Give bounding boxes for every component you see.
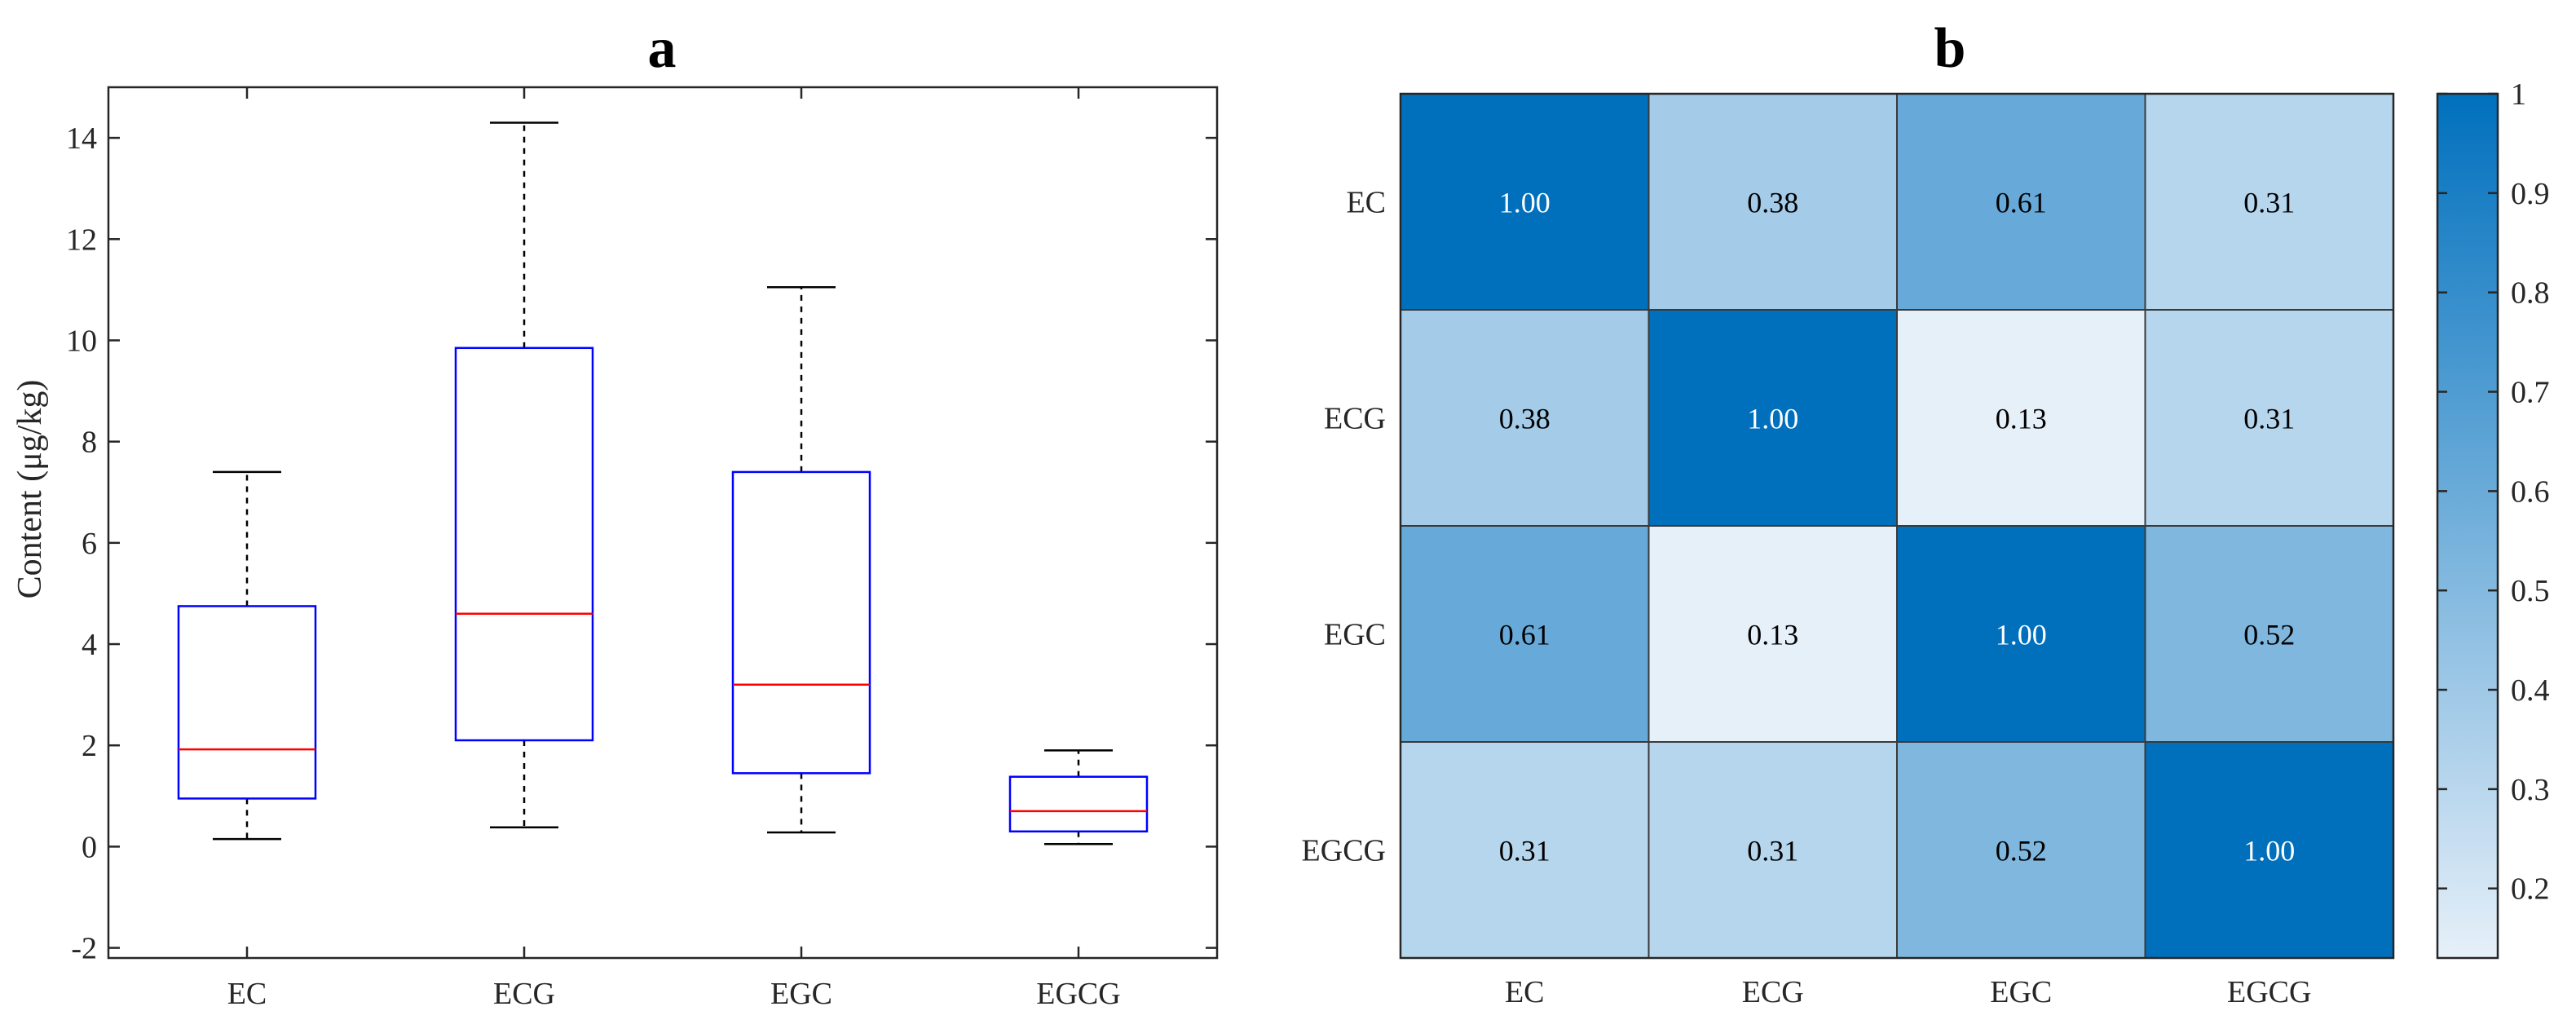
heatmap-cell-label: 1.00: [1996, 619, 2047, 651]
y-tick-label: 14: [66, 121, 97, 156]
box-body: [1008, 775, 1149, 833]
y-tick-label: 0: [82, 830, 97, 864]
heatmap-title: b: [1934, 17, 1966, 80]
y-tick-label: -2: [71, 932, 97, 966]
heatmap-cell: [2144, 93, 2394, 311]
heatmap-cell-label: 0.61: [1499, 619, 1550, 651]
heatmap-col-label: EGC: [1990, 975, 2052, 1009]
x-tick-label: EC: [227, 977, 267, 1011]
heatmap-cell: [1896, 525, 2146, 743]
heatmap-panel: b 1.00 0.38 0.61 0.31 0.38 1.00 0.13 0.31 0.61 0.…: [1302, 17, 2395, 1009]
y-tick-label: 2: [82, 729, 97, 763]
x-tick-label: EGCG: [1036, 977, 1120, 1011]
colorbar-tick-label: 0.9: [2511, 177, 2550, 211]
box-ecg: [454, 121, 594, 829]
heatmap-cell: [1400, 93, 1650, 311]
heatmap-cell-label: 0.52: [1996, 835, 2047, 867]
x-tick-label: ECG: [493, 977, 555, 1011]
boxplot-panel: a Content (μg/kg) -2 0 2 4 6 8 10 12 14 EC ECG EGC…: [11, 17, 1219, 1011]
x-tick-label: EGC: [770, 977, 832, 1011]
colorbar-frame: [2436, 92, 2499, 960]
box-egc: [731, 286, 871, 834]
heatmap-col-label: ECG: [1742, 975, 1804, 1009]
colorbar-tick-label: 0.4: [2511, 673, 2550, 708]
heatmap-cell-label: 1.00: [2243, 835, 2295, 867]
heatmap-col-labels: EC ECG EGC EGCG: [1505, 975, 2312, 1009]
y-tick-label: 12: [66, 223, 97, 257]
colorbar-tick-label: 0.5: [2511, 574, 2550, 608]
heatmap-cell-label: 0.13: [1996, 403, 2047, 435]
y-tick-label: 6: [82, 527, 97, 561]
heatmap-cell-label: 0.13: [1747, 619, 1798, 651]
heatmap-col-label: EC: [1505, 975, 1545, 1009]
colorbar-tick-label: 0.3: [2511, 773, 2550, 807]
colorbar-tick-label: 0.7: [2511, 376, 2550, 410]
heatmap-cell: [2144, 309, 2394, 527]
boxplot-title: a: [648, 17, 677, 80]
colorbar-tick-label: 0.6: [2511, 475, 2550, 509]
heatmap-row-label: EGC: [1324, 618, 1386, 652]
colorbar-tick-label: 0.8: [2511, 276, 2550, 311]
y-tick-label: 8: [82, 426, 97, 460]
colorbar-tick-label: 0.2: [2511, 872, 2550, 907]
heatmap-row-label: ECG: [1324, 402, 1386, 436]
heatmap-cell: [1647, 93, 1898, 311]
heatmap-cell: [1400, 525, 1650, 743]
heatmap-cell-label: 0.31: [1747, 835, 1798, 867]
box-egcg: [1008, 749, 1149, 845]
box-ec: [177, 470, 317, 841]
heatmap-cell-label: 0.31: [1499, 835, 1550, 867]
heatmap-cell-label: 0.61: [1996, 187, 2047, 219]
heatmap-cell-label: 0.31: [2243, 187, 2295, 219]
heatmap-cell-label: 0.31: [2243, 403, 2295, 435]
heatmap-cell: [1896, 309, 2146, 527]
colorbar-ticks: 0.2 0.3 0.4 0.5 0.6 0.7 0.8 0.9 1: [2437, 77, 2550, 907]
heatmap-cell: [1647, 309, 1898, 527]
boxplot-x-ticks: EC ECG EGC EGCG: [227, 87, 1121, 1011]
boxplot-y-axis-label: Content (μg/kg): [11, 380, 49, 599]
heatmap-row-label: EGCG: [1302, 834, 1386, 868]
box-body: [731, 470, 871, 775]
heatmap-cell: [2144, 741, 2394, 959]
box-body: [454, 347, 594, 742]
heatmap-cell-label: 0.38: [1499, 403, 1550, 435]
heatmap-cell-label: 1.00: [1747, 403, 1798, 435]
heatmap-axes-frame: [1399, 92, 2395, 960]
heatmap-cells: 1.00 0.38 0.61 0.31 0.38 1.00 0.13 0.31 0.61 0.13…: [1400, 93, 2394, 959]
heatmap-cell: [1647, 525, 1898, 743]
heatmap-cell: [2144, 525, 2394, 743]
heatmap-cell-label: 1.00: [1499, 187, 1550, 219]
colorbar: 0.2 0.3 0.4 0.5 0.6 0.7 0.8 0.9 1: [2436, 77, 2550, 960]
boxplot-axes-frame: [107, 86, 1219, 960]
heatmap-cell: [1896, 93, 2146, 311]
boxplot-y-ticks: -2 0 2 4 6 8 10 12 14: [66, 121, 1217, 966]
heatmap-cell: [1896, 741, 2146, 959]
heatmap-cell-label: 0.52: [2243, 619, 2295, 651]
boxplot-boxes: [177, 121, 1149, 845]
y-tick-label: 10: [66, 324, 97, 358]
y-tick-label: 4: [82, 628, 97, 662]
colorbar-gradient: [2437, 94, 2498, 958]
heatmap-cell-label: 0.38: [1747, 187, 1798, 219]
heatmap-row-label: EC: [1346, 186, 1386, 220]
colorbar-tick-label: 1: [2511, 77, 2526, 112]
heatmap-col-label: EGCG: [2227, 975, 2311, 1009]
heatmap-row-labels: EC ECG EGC EGCG: [1302, 186, 1386, 868]
box-body: [177, 605, 317, 800]
